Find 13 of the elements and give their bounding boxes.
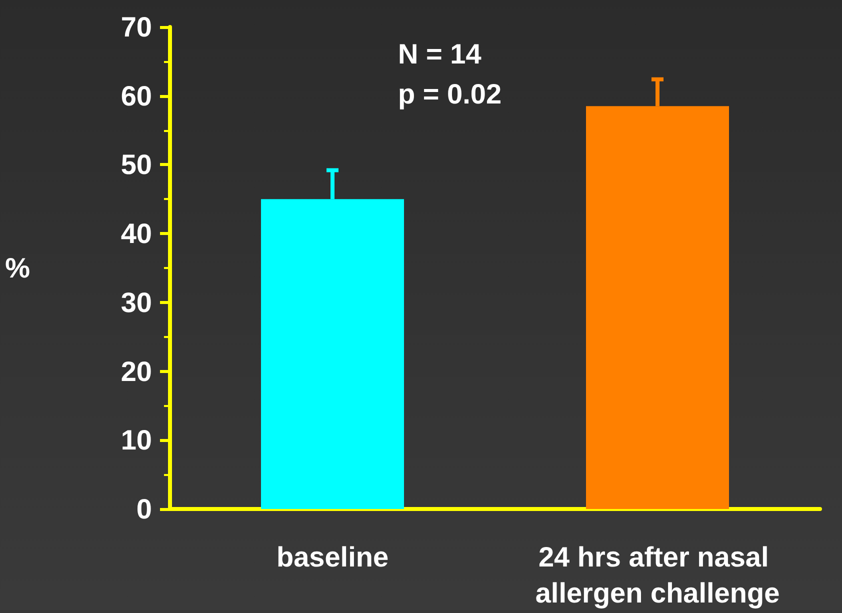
y-axis-title: % [5, 252, 30, 284]
x-tick-label: 24 hrs after nasal allergen challenge [535, 542, 780, 608]
annotation: N = 14 [398, 38, 482, 70]
y-tick-label: 70 [120, 12, 152, 42]
y-tick-label: 30 [120, 286, 152, 318]
y-tick-label: 0 [136, 494, 152, 524]
y-tick-label: 50 [120, 149, 152, 180]
y-tick-label: 20 [120, 356, 152, 387]
y-tick-label: 10 [120, 424, 152, 456]
annotation: p = 0.02 [398, 78, 502, 110]
y-tick-label: 40 [120, 218, 152, 250]
x-tick-label: baseline [276, 542, 389, 572]
y-tick-label: 60 [120, 80, 152, 112]
